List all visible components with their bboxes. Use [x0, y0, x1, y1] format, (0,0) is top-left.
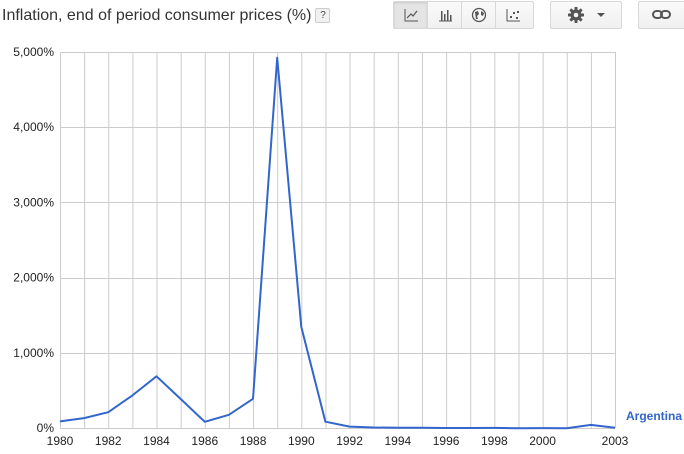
map-chart-button[interactable] [462, 2, 496, 28]
series-label-argentina[interactable]: Argentina [626, 409, 682, 423]
bar-chart-icon [438, 10, 452, 22]
x-tick-label: 1986 [191, 434, 218, 448]
line-chart-button[interactable] [394, 2, 428, 28]
y-axis: 0% 1,000% 2,000% 3,000% 4,000% 5,000% [13, 45, 54, 435]
line-chart-icon [404, 9, 418, 22]
scatter-icon [506, 9, 520, 22]
scatter-chart-button[interactable] [496, 2, 530, 28]
y-tick-label: 3,000% [13, 195, 54, 209]
bar-chart-button[interactable] [428, 2, 462, 28]
chart-title: Inflation, end of period consumer prices… [2, 7, 331, 25]
x-tick-label: 1990 [288, 434, 315, 448]
x-tick-label: 2003 [602, 434, 629, 448]
chevron-down-icon [597, 13, 605, 17]
y-tick-label: 1,000% [13, 346, 54, 360]
y-tick-label: 5,000% [13, 45, 54, 59]
x-tick-label: 1994 [384, 434, 411, 448]
chart-title-text: Inflation, end of period consumer prices… [2, 7, 312, 24]
link-icon [652, 10, 671, 19]
x-tick-label: 1982 [95, 434, 122, 448]
chart-series: Argentina [59, 56, 682, 430]
y-tick-label: 4,000% [13, 120, 54, 134]
x-tick-label: 1988 [240, 434, 267, 448]
y-tick-label: 2,000% [13, 271, 54, 285]
chart-grid [60, 52, 616, 429]
x-tick-label: 1984 [143, 434, 170, 448]
help-button[interactable]: ? [315, 8, 331, 23]
x-tick-label: 1980 [47, 434, 74, 448]
link-button[interactable] [639, 2, 684, 28]
x-axis: 1980 1982 1984 1986 1988 1990 1992 1994 1996 1998… [47, 434, 629, 448]
x-tick-label: 1992 [336, 434, 363, 448]
link-toolbar [638, 1, 684, 29]
x-tick-label: 2000 [529, 434, 556, 448]
x-tick-label: 1996 [433, 434, 460, 448]
map-icon [471, 7, 486, 23]
y-tick-label: 0% [37, 421, 55, 435]
x-tick-label: 1998 [481, 434, 508, 448]
settings-button[interactable] [551, 2, 621, 28]
series-line-argentina[interactable] [59, 56, 616, 430]
settings-toolbar [550, 1, 622, 29]
gear-icon [568, 7, 584, 23]
chart-type-toolbar [393, 1, 534, 29]
